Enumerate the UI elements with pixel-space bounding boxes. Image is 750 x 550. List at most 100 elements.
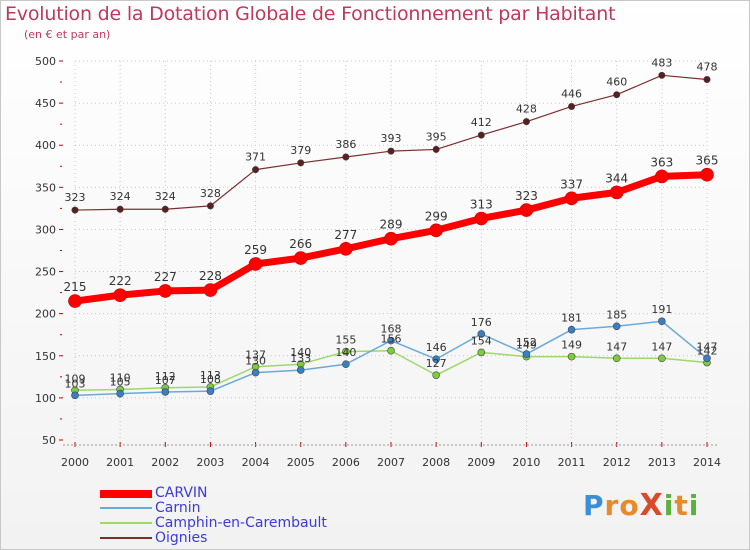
x-tick-label: 2008 bbox=[422, 456, 450, 469]
data-label-carvin: 277 bbox=[334, 228, 357, 242]
data-point-oignies bbox=[252, 166, 260, 174]
data-label-carnin: 181 bbox=[561, 312, 582, 325]
data-label-carvin: 313 bbox=[470, 197, 493, 211]
data-label-oignies: 386 bbox=[335, 138, 356, 151]
data-label-camphin-en-carembault: 142 bbox=[697, 345, 718, 358]
data-label-oignies: 371 bbox=[245, 151, 266, 164]
x-tick-label: 2004 bbox=[242, 456, 270, 469]
legend-label-camphin: Camphin-en-Carembault bbox=[155, 515, 327, 531]
data-label-carnin: 140 bbox=[335, 346, 356, 359]
data-point-carnin bbox=[206, 387, 215, 395]
data-label-carnin: 130 bbox=[245, 355, 266, 368]
data-point-oignies bbox=[522, 118, 530, 126]
data-label-carvin: 227 bbox=[154, 270, 177, 284]
y-tick-label: 350 bbox=[35, 181, 56, 194]
data-point-carvin bbox=[655, 169, 669, 184]
data-label-carnin: 108 bbox=[200, 373, 221, 386]
data-point-carvin bbox=[293, 251, 308, 265]
x-tick-label: 2003 bbox=[196, 456, 224, 469]
data-label-camphin-en-carembault: 154 bbox=[471, 334, 492, 347]
data-point-carvin bbox=[564, 191, 579, 206]
data-label-oignies: 428 bbox=[516, 103, 537, 116]
chart-subtitle: (en € et par an) bbox=[24, 28, 111, 41]
data-point-carnin bbox=[612, 322, 621, 331]
data-label-camphin-en-carembault: 156 bbox=[381, 333, 402, 346]
legend-swatch-carnin bbox=[100, 507, 152, 509]
data-label-carvin: 266 bbox=[289, 237, 312, 251]
data-point-carnin bbox=[703, 354, 711, 363]
data-label-carvin: 323 bbox=[515, 189, 538, 203]
y-tick-label: 100 bbox=[35, 392, 56, 405]
data-point-carvin bbox=[113, 288, 127, 302]
data-label-oignies: 379 bbox=[290, 144, 311, 157]
data-point-carvin bbox=[203, 283, 218, 297]
data-label-carnin: 168 bbox=[381, 323, 402, 336]
data-label-carvin: 365 bbox=[696, 154, 719, 168]
y-tick-label: 150 bbox=[35, 350, 56, 363]
data-label-carvin: 289 bbox=[380, 218, 403, 232]
axes: 50 100 150 200 250 300 350 400 450 500 2000 2001 200… bbox=[35, 55, 721, 469]
data-label-camphin-en-carembault: 140 bbox=[290, 346, 311, 359]
data-label-camphin-en-carembault: 147 bbox=[651, 340, 672, 353]
data-point-carvin bbox=[519, 203, 534, 217]
data-point-camphin-en-carembault bbox=[477, 348, 486, 357]
data-label-camphin-en-carembault: 109 bbox=[65, 372, 86, 385]
x-tick-label: 2012 bbox=[603, 456, 631, 469]
data-label-camphin-en-carembault: 149 bbox=[561, 339, 582, 352]
data-label-carnin: 146 bbox=[426, 341, 447, 354]
data-label-camphin-en-carembault: 137 bbox=[245, 349, 266, 362]
data-point-carvin bbox=[609, 185, 624, 200]
data-label-carvin: 228 bbox=[199, 269, 222, 283]
data-point-oignies bbox=[432, 145, 440, 153]
data-point-camphin-en-carembault bbox=[612, 354, 621, 363]
x-tick-label: 2010 bbox=[512, 456, 540, 469]
data-point-carvin bbox=[700, 167, 714, 182]
data-label-oignies: 412 bbox=[471, 116, 492, 129]
data-label-carnin: 103 bbox=[65, 377, 86, 390]
data-point-carnin bbox=[658, 317, 666, 326]
data-label-oignies: 446 bbox=[561, 87, 582, 100]
legend-label-oignies: Oignies bbox=[155, 530, 208, 546]
x-tick-label: 2009 bbox=[467, 456, 495, 469]
y-tick-label: 500 bbox=[35, 55, 56, 68]
data-point-carvin bbox=[429, 223, 443, 238]
data-label-carnin: 152 bbox=[516, 336, 537, 349]
data-point-carnin bbox=[161, 388, 170, 396]
data-point-oignies bbox=[342, 153, 350, 161]
x-tick-label: 2006 bbox=[332, 456, 360, 469]
legend-swatch-camphin bbox=[100, 522, 152, 524]
chart-title: Evolution de la Dotation Globale de Fonc… bbox=[5, 3, 616, 25]
proxiti-logo: ProXiti bbox=[583, 488, 700, 523]
data-label-carnin: 107 bbox=[155, 374, 176, 387]
data-label-carvin: 363 bbox=[650, 155, 673, 169]
data-point-carvin bbox=[384, 231, 398, 246]
data-point-oignies bbox=[161, 205, 169, 213]
series-layer bbox=[68, 71, 714, 400]
data-point-oignies bbox=[477, 131, 485, 139]
data-label-carvin: 344 bbox=[605, 171, 628, 185]
data-point-carnin bbox=[567, 325, 576, 334]
data-label-camphin-en-carembault: 112 bbox=[155, 370, 176, 383]
data-label-camphin-en-carembault: 147 bbox=[606, 340, 627, 353]
data-label-camphin-en-carembault: 155 bbox=[335, 334, 356, 347]
data-label-oignies: 328 bbox=[200, 187, 221, 200]
data-point-carvin bbox=[339, 242, 353, 256]
data-label-carnin: 185 bbox=[606, 308, 627, 321]
data-point-camphin-en-carembault bbox=[342, 347, 350, 356]
data-label-carnin: 133 bbox=[290, 352, 311, 365]
data-label-carvin: 337 bbox=[560, 177, 583, 191]
data-point-carnin bbox=[477, 330, 486, 338]
data-labels: 323 324 324 328 371 379 386 393 395 412 428 446 460 4… bbox=[64, 56, 719, 390]
grid-lines bbox=[74, 60, 708, 440]
data-label-oignies: 393 bbox=[381, 132, 402, 145]
data-point-carvin bbox=[68, 294, 82, 308]
y-tick-label: 300 bbox=[35, 223, 56, 236]
data-label-camphin-en-carembault: 110 bbox=[110, 371, 131, 384]
x-tick-label: 2001 bbox=[106, 456, 134, 469]
data-point-carvin bbox=[158, 284, 173, 298]
y-tick-label: 50 bbox=[42, 434, 56, 447]
legend-swatch-oignies bbox=[100, 537, 152, 539]
data-label-oignies: 395 bbox=[426, 130, 447, 143]
data-point-carnin bbox=[116, 389, 124, 398]
